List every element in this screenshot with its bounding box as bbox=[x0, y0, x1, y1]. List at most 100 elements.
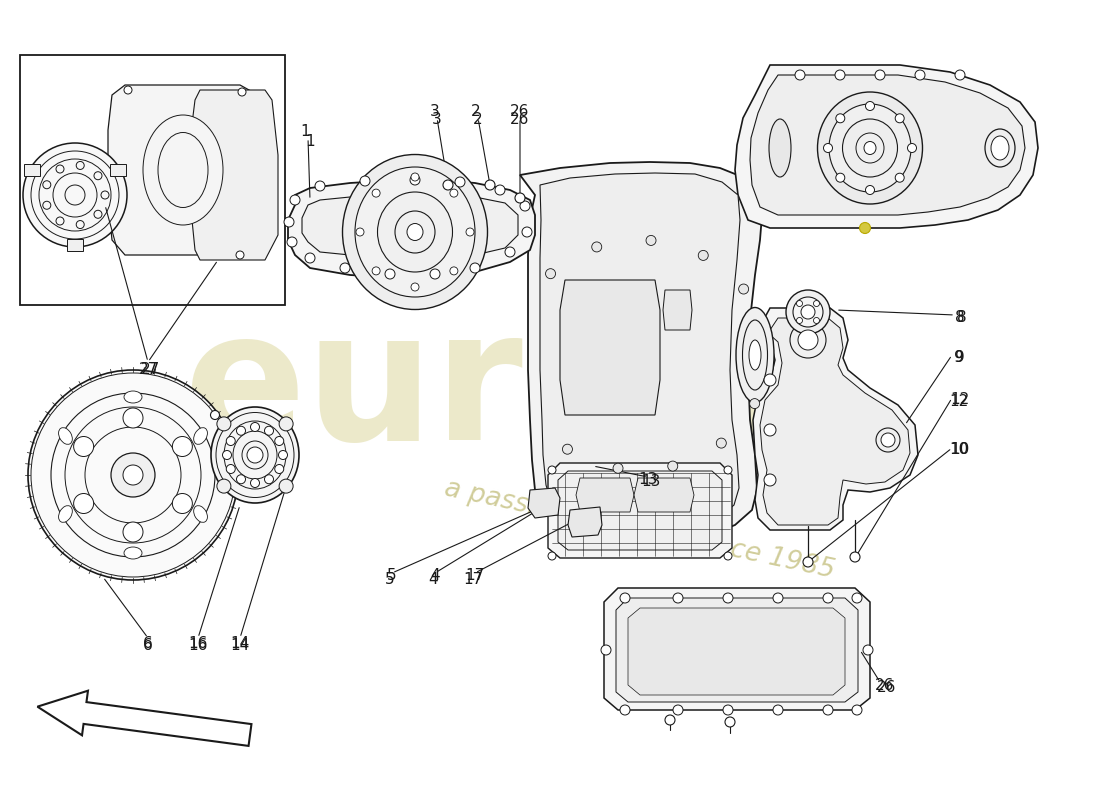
Circle shape bbox=[85, 427, 182, 523]
Ellipse shape bbox=[991, 136, 1009, 160]
Ellipse shape bbox=[984, 129, 1015, 167]
Circle shape bbox=[673, 593, 683, 603]
Polygon shape bbox=[634, 478, 694, 512]
Ellipse shape bbox=[194, 428, 208, 444]
Polygon shape bbox=[190, 90, 278, 260]
Circle shape bbox=[823, 705, 833, 715]
Circle shape bbox=[796, 301, 803, 306]
Circle shape bbox=[31, 151, 119, 239]
Circle shape bbox=[94, 210, 102, 218]
Circle shape bbox=[111, 453, 155, 497]
Circle shape bbox=[372, 189, 381, 197]
Circle shape bbox=[505, 247, 515, 257]
Circle shape bbox=[835, 70, 845, 80]
Ellipse shape bbox=[242, 441, 268, 469]
Circle shape bbox=[385, 269, 395, 279]
Circle shape bbox=[716, 438, 726, 448]
Circle shape bbox=[65, 407, 201, 543]
Ellipse shape bbox=[216, 413, 294, 498]
Circle shape bbox=[410, 175, 420, 185]
Circle shape bbox=[876, 428, 900, 452]
Circle shape bbox=[275, 437, 284, 446]
Circle shape bbox=[836, 114, 845, 123]
Polygon shape bbox=[604, 588, 870, 710]
Circle shape bbox=[173, 437, 192, 457]
Text: 3: 3 bbox=[430, 105, 440, 119]
Circle shape bbox=[443, 180, 453, 190]
Circle shape bbox=[356, 228, 364, 236]
Circle shape bbox=[908, 143, 916, 153]
Ellipse shape bbox=[58, 506, 73, 522]
Circle shape bbox=[852, 705, 862, 715]
Circle shape bbox=[65, 185, 85, 205]
Circle shape bbox=[646, 235, 656, 246]
Circle shape bbox=[723, 593, 733, 603]
Circle shape bbox=[520, 201, 530, 211]
Text: 9: 9 bbox=[954, 350, 964, 366]
Ellipse shape bbox=[817, 92, 923, 204]
Text: 1: 1 bbox=[305, 134, 315, 150]
Circle shape bbox=[236, 474, 245, 484]
Text: 26: 26 bbox=[878, 679, 896, 694]
Circle shape bbox=[23, 143, 126, 247]
Circle shape bbox=[210, 410, 220, 419]
Ellipse shape bbox=[124, 391, 142, 403]
Ellipse shape bbox=[211, 407, 299, 503]
Text: 26: 26 bbox=[510, 105, 530, 119]
Circle shape bbox=[43, 202, 51, 210]
Circle shape bbox=[53, 173, 97, 217]
Ellipse shape bbox=[158, 133, 208, 207]
Text: 9: 9 bbox=[955, 350, 965, 366]
Text: 10: 10 bbox=[950, 442, 969, 458]
Circle shape bbox=[94, 172, 102, 180]
Circle shape bbox=[123, 408, 143, 428]
Circle shape bbox=[668, 461, 678, 471]
Circle shape bbox=[455, 177, 465, 187]
Circle shape bbox=[546, 269, 556, 278]
Circle shape bbox=[836, 173, 845, 182]
Circle shape bbox=[101, 191, 109, 199]
Circle shape bbox=[217, 417, 231, 431]
Polygon shape bbox=[760, 318, 910, 525]
Polygon shape bbox=[540, 173, 740, 528]
Text: 16: 16 bbox=[188, 635, 208, 650]
Circle shape bbox=[43, 181, 51, 189]
Circle shape bbox=[814, 318, 820, 323]
Ellipse shape bbox=[829, 104, 911, 192]
Circle shape bbox=[495, 185, 505, 195]
Polygon shape bbox=[528, 488, 560, 518]
Text: 14: 14 bbox=[230, 635, 250, 650]
Ellipse shape bbox=[769, 119, 791, 177]
Circle shape bbox=[620, 593, 630, 603]
Circle shape bbox=[287, 237, 297, 247]
Circle shape bbox=[601, 645, 610, 655]
Circle shape bbox=[724, 552, 732, 560]
Text: 4: 4 bbox=[430, 567, 440, 582]
Polygon shape bbox=[20, 55, 285, 305]
Ellipse shape bbox=[194, 506, 208, 522]
Circle shape bbox=[852, 593, 862, 603]
Ellipse shape bbox=[233, 431, 277, 479]
Circle shape bbox=[562, 444, 572, 454]
Text: eurob: eurob bbox=[184, 302, 777, 478]
Text: 13: 13 bbox=[641, 474, 661, 489]
Circle shape bbox=[764, 374, 776, 386]
Polygon shape bbox=[735, 65, 1038, 228]
Circle shape bbox=[795, 70, 805, 80]
Polygon shape bbox=[288, 180, 535, 278]
Ellipse shape bbox=[342, 154, 487, 310]
Text: 12: 12 bbox=[950, 393, 969, 407]
Circle shape bbox=[764, 474, 776, 486]
Circle shape bbox=[76, 221, 85, 229]
Text: 16: 16 bbox=[188, 638, 208, 653]
Text: 14: 14 bbox=[230, 638, 250, 653]
Polygon shape bbox=[110, 164, 126, 176]
Circle shape bbox=[725, 717, 735, 727]
Circle shape bbox=[340, 263, 350, 273]
Text: 17: 17 bbox=[463, 573, 483, 587]
Text: 2: 2 bbox=[473, 113, 483, 127]
Circle shape bbox=[859, 222, 870, 234]
Text: 6: 6 bbox=[143, 638, 153, 653]
Polygon shape bbox=[750, 75, 1025, 215]
Circle shape bbox=[76, 162, 85, 170]
